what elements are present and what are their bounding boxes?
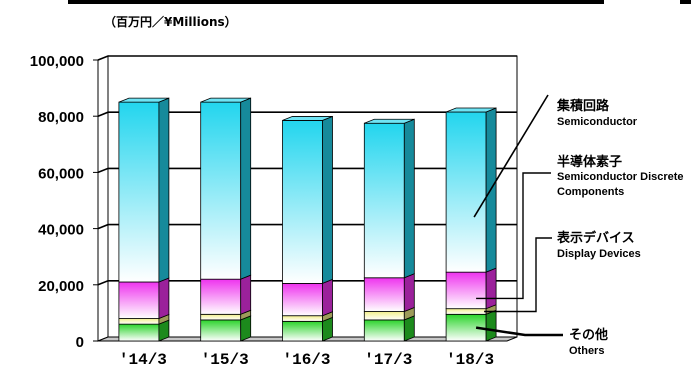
bar-segment [363, 273, 415, 313]
bar-top [118, 97, 170, 103]
bar-front [282, 120, 323, 284]
bar-side [322, 278, 333, 317]
legend-label-en: Semiconductor Discrete [557, 171, 684, 183]
gridline [97, 111, 517, 117]
y-tick-label: 60,000 [38, 165, 84, 182]
x-tick-label: '18/3 [446, 351, 494, 369]
leader-line [484, 237, 552, 313]
bar-side [403, 273, 415, 313]
bar-front [445, 308, 487, 315]
bar-segment [445, 309, 497, 342]
legend-label-en-cont: Components [557, 186, 624, 198]
leader-line [475, 326, 563, 337]
legend-entry: 集積回路 Semiconductor [473, 94, 638, 218]
bar-top [200, 97, 251, 103]
bar-side [403, 118, 415, 279]
legend-label-ja: 半導体素子 [557, 154, 622, 170]
bar-segment [282, 316, 333, 342]
bar-front [118, 281, 160, 319]
bar-segment [118, 97, 170, 283]
bar-front [200, 313, 242, 321]
bar-front [363, 319, 405, 342]
legend-label-ja: 表示デバイス [556, 230, 635, 246]
bar-front [363, 277, 405, 312]
bar-front [282, 320, 323, 342]
top-rule [68, 0, 604, 4]
bar-front [118, 323, 160, 342]
bar-segment [363, 118, 415, 279]
y-tick-label: 80,000 [38, 109, 84, 126]
bar-segment [118, 319, 170, 342]
bar-top [282, 116, 333, 121]
bar-front [282, 282, 323, 317]
bar-segment [282, 115, 333, 284]
bar-front [445, 111, 487, 273]
unit-label: （百万円／¥Millions） [104, 15, 237, 29]
bar-front [200, 319, 242, 342]
y-tick-label: 100,000 [30, 53, 84, 70]
legend-label-en: Others [569, 345, 604, 357]
bar-front [282, 315, 323, 322]
bar-front [118, 101, 160, 283]
bar-segment [282, 278, 333, 317]
bar-side [240, 97, 252, 280]
bar-side [240, 274, 252, 315]
legend-label-ja: その他 [569, 327, 608, 343]
bar-segment [445, 267, 497, 310]
bar-side [485, 309, 497, 342]
bar-segment [445, 107, 497, 273]
bar-side [322, 115, 333, 284]
x-tick-label: '14/3 [119, 351, 167, 369]
bar-front [200, 278, 242, 315]
bar-top [445, 107, 497, 113]
leader-line [476, 172, 551, 300]
bar-side [158, 97, 170, 283]
legend-label-en: Display Devices [557, 248, 641, 260]
bar-front [363, 122, 405, 279]
bar-front [445, 271, 487, 310]
top-rule-right [680, 0, 691, 4]
gridline [97, 55, 517, 61]
legend-entry: その他 Others [475, 326, 608, 357]
legend-label-ja: 集積回路 [556, 98, 610, 114]
side-wall [97, 55, 109, 342]
y-tick-label: 40,000 [38, 222, 84, 239]
bar-segment [200, 274, 252, 315]
x-tick-label: '16/3 [282, 351, 330, 369]
bar-segment [200, 97, 252, 280]
bar-front [200, 101, 242, 280]
legend-label-en: Semiconductor [557, 116, 638, 128]
bar-front [118, 318, 160, 325]
x-tick-label: '17/3 [364, 351, 412, 369]
bar-side [485, 267, 497, 310]
y-tick-label: 0 [76, 334, 84, 351]
bar-segment [118, 277, 170, 320]
bar-top [364, 118, 415, 124]
x-tick-label: '15/3 [201, 351, 249, 369]
y-tick-label: 20,000 [38, 278, 84, 295]
bar-side [158, 277, 170, 320]
legend-entry: 表示デバイス Display Devices [484, 230, 641, 313]
bar-front [363, 311, 405, 321]
leader-line [473, 94, 549, 218]
